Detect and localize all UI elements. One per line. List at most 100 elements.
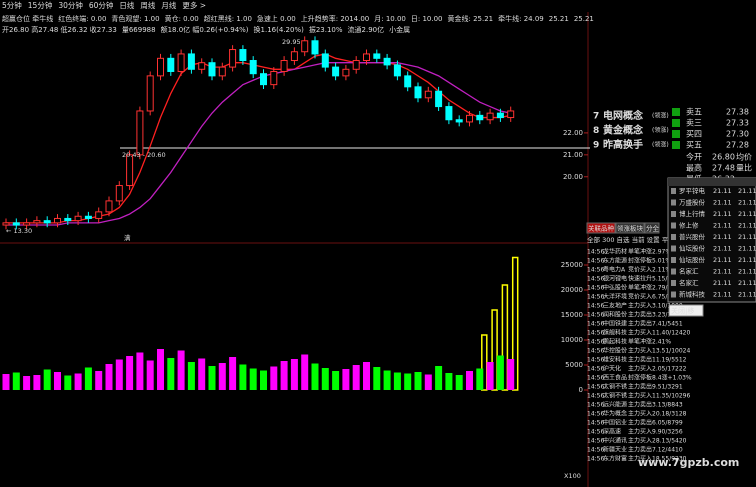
popup-name[interactable]: 普兴股份 [679,232,706,241]
volume-bar [23,376,31,390]
trade-time: 14:56 [587,267,604,274]
candle-body [435,90,443,108]
trade-action: 主力卖出 [628,356,652,364]
popup-name[interactable]: 万盛股份 [679,198,706,207]
toolbar-tab[interactable]: 15分钟 [28,0,53,10]
volume-bar [187,362,195,390]
candle-body [393,64,401,77]
popup-name[interactable]: 博上行情 [679,209,706,218]
trade-value: 5.15/30% [652,276,681,283]
y-tick-label: 5000 [565,361,583,369]
quote-label: 卖五 [686,108,702,117]
tab-label[interactable]: 关联品种 [588,224,615,233]
popup-icon [671,268,676,275]
candle-body [249,60,257,75]
tab-bg[interactable] [615,222,645,234]
trade-value: 6.05/8799 [652,420,683,427]
candle-body [414,86,422,99]
trade-value: 2.11% [652,267,671,274]
trade-time: 14:56 [587,285,604,292]
candle-body [311,40,319,55]
popup-value: 21.11 [738,210,756,218]
popup-value: 21.11 [738,222,756,230]
trade-value: 28.13/5420 [652,438,687,445]
toolbar-tab[interactable]: 月线 [161,0,176,10]
popup-name[interactable]: 仙坛股份 [679,255,706,264]
trade-name: 粤电力A [603,266,626,274]
sector-name[interactable]: 昨高换手 [603,138,643,151]
candle-body [157,57,164,77]
sector-name[interactable]: 黄金概念 [603,124,643,137]
trade-action: 竞价买入 [628,266,652,274]
tab-label[interactable]: 分全 [646,224,660,233]
toolbar-tab[interactable]: 更多 > [182,0,206,10]
tab-bg[interactable] [644,222,660,234]
trade-action: 主力买入 [628,302,652,310]
indicator-bar [511,256,519,391]
stat-label: 量比 [736,163,752,173]
toolbar-tab[interactable]: 日线 [119,0,134,10]
trade-action: 主力卖出 [628,320,652,328]
quote-label: 买五 [686,141,702,150]
trade-action: 快速拉升 [628,275,652,283]
trade-value: 2.41% [652,339,671,346]
candle-body [64,217,72,222]
volume-bar [198,358,206,390]
trade-value: 7.41/5451 [652,321,683,328]
candle-body [280,60,288,72]
candle-body [187,53,195,70]
y-tick-label: 10000 [561,336,583,344]
trade-name: 润和股份 [603,311,627,319]
candle-body [229,49,237,68]
popup-value: 21.11 [738,245,756,253]
candle-body [270,70,278,86]
popup-time: 21.11 [713,245,732,253]
volume-bar [311,363,319,390]
popup-name[interactable]: 仙坛股份 [679,244,706,253]
tab-label[interactable]: 领涨板块 [617,224,644,233]
popup-icon [671,245,676,252]
indicator-readout: 量669988 [122,26,156,34]
indicator-readout: 黄仓: 0.00 [165,14,199,23]
toolbar-tab[interactable]: 周线 [140,0,155,10]
toolbar-tab[interactable]: 60分钟 [89,0,114,10]
candle-body [404,75,412,88]
trade-value: 11.35/10296 [652,393,690,400]
volume-bar [64,375,72,390]
popup-name[interactable]: 新城科技 [679,290,706,299]
close-button-bg[interactable] [668,304,704,317]
trade-name: 东方能源 [603,257,627,265]
popup-name[interactable]: 罗平锌电 [679,186,706,195]
trade-time: 14:56 [587,438,604,445]
candle-body [476,114,484,121]
candle-body [208,62,216,77]
candle-body [290,51,298,62]
toolbar-tab[interactable]: 30分钟 [58,0,83,10]
volume-bar [260,370,267,390]
popup-name[interactable]: 名家汇 [679,267,699,276]
trade-action: 主力买入 [628,428,652,436]
trade-time: 14:56 [587,375,604,382]
trade-name: 深高速 [603,428,621,436]
indicator-readout: 小金属 [389,25,410,34]
indicator-readout: 25.21 [549,15,569,23]
popup-name[interactable]: 修上修 [679,221,699,230]
popup-icon [671,257,676,263]
candle-body [383,57,391,66]
candle-body [332,66,340,77]
trade-name: 三友地产 [603,302,627,310]
trade-time: 14:56 [587,303,604,310]
tab-bg[interactable] [586,222,616,234]
popup-name[interactable]: 名家汇 [679,278,699,287]
sector-name[interactable]: 电网概念 [603,109,643,122]
trade-value: 3.10/1000 [652,303,683,310]
trade-action: 竞价买入 [628,293,652,301]
close-button[interactable]: 关闭|移 [671,306,694,315]
trade-action: 主力买入 [628,437,652,445]
trade-name: 太钢不锈 [603,383,627,391]
toolbar-tab[interactable]: 5分钟 [2,0,22,10]
stat-label: 今开 [686,152,702,162]
trade-filters: 全部 300 自选 当前 设置 平仓 拓展 [587,235,690,244]
trade-action: 封涨停板 [628,374,652,382]
